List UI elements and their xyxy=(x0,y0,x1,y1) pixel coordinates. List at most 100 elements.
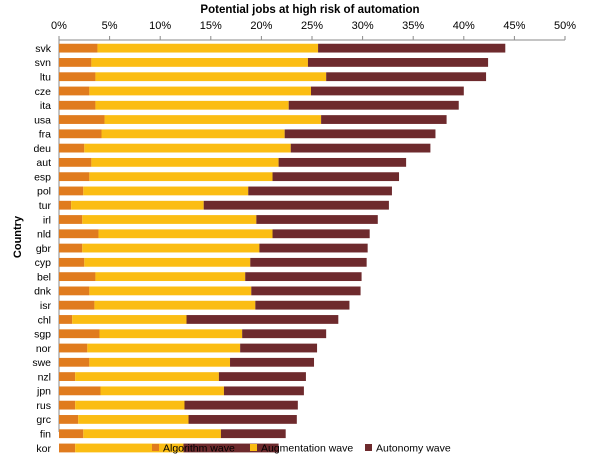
bar-segment-augmentation-wave xyxy=(72,315,187,324)
bar-segment-autonomy-wave xyxy=(259,243,368,253)
bar-segment-autonomy-wave xyxy=(318,43,506,53)
bar-segment-augmentation-wave xyxy=(99,329,243,339)
bar-segment-augmentation-wave xyxy=(71,200,204,210)
bar-segment-autonomy-wave xyxy=(230,357,315,367)
bar-segment-autonomy-wave xyxy=(326,72,487,82)
bar-segment-algorithm-wave xyxy=(59,200,72,210)
legend-label: Autonomy wave xyxy=(376,443,451,455)
bar-segment-algorithm-wave xyxy=(59,415,79,424)
category-label: tur xyxy=(39,200,52,212)
bar-segment-algorithm-wave xyxy=(59,100,96,110)
bar-segment-autonomy-wave xyxy=(188,415,297,424)
legend-swatch xyxy=(250,444,257,451)
bar-segment-augmentation-wave xyxy=(95,72,327,82)
bar-segment-autonomy-wave xyxy=(272,172,400,182)
bar-segment-algorithm-wave xyxy=(59,157,92,167)
bar-segment-algorithm-wave xyxy=(59,43,98,53)
x-tick-label: 45% xyxy=(503,20,525,32)
bar-segment-augmentation-wave xyxy=(95,100,289,110)
x-tick-label: 0% xyxy=(51,20,67,32)
bar-segment-algorithm-wave xyxy=(59,215,83,224)
bar-segment-augmentation-wave xyxy=(101,129,285,139)
bar-segment-augmentation-wave xyxy=(87,343,241,353)
legend: Algorithm wave Augmentation wave Autonomy … xyxy=(152,443,451,455)
x-tick-label: 35% xyxy=(402,20,424,32)
bar-segment-augmentation-wave xyxy=(95,272,246,282)
x-tick-label: 25% xyxy=(301,20,323,32)
bar-segment-algorithm-wave xyxy=(59,172,90,182)
bar-segment-algorithm-wave xyxy=(59,386,101,396)
bar-segment-augmentation-wave xyxy=(84,143,291,153)
bar-segment-augmentation-wave xyxy=(83,186,249,196)
bar-segment-algorithm-wave xyxy=(59,372,76,381)
bar-segment-augmentation-wave xyxy=(75,372,219,381)
bar-segment-augmentation-wave xyxy=(91,58,308,67)
bar-segment-augmentation-wave xyxy=(100,386,224,396)
bar-segment-algorithm-wave xyxy=(59,272,96,282)
bar-segment-autonomy-wave xyxy=(223,386,304,396)
category-label: pol xyxy=(37,186,51,198)
category-label: sgp xyxy=(34,329,51,341)
bar-segment-autonomy-wave xyxy=(220,429,286,439)
bar-segment-augmentation-wave xyxy=(82,215,257,224)
legend-swatch xyxy=(152,444,159,451)
y-axis-label: Country xyxy=(12,215,24,258)
category-label: ita xyxy=(40,100,51,112)
bar-segment-augmentation-wave xyxy=(83,429,221,439)
bar-segment-autonomy-wave xyxy=(242,329,327,339)
bar-segment-autonomy-wave xyxy=(278,157,407,167)
category-label: cze xyxy=(35,86,52,98)
category-label: fin xyxy=(40,429,51,441)
bar-segment-autonomy-wave xyxy=(183,443,279,453)
category-label: isr xyxy=(40,300,52,312)
x-tick-label: 5% xyxy=(102,20,118,32)
x-axis: 0% 5% 10% 15% 20% 25% 30% 35% 40% 45% 50% xyxy=(51,20,576,432)
bars xyxy=(59,43,506,453)
bar-segment-autonomy-wave xyxy=(284,129,436,139)
category-label: swe xyxy=(32,357,51,369)
bar-segment-autonomy-wave xyxy=(186,315,339,324)
bar-segment-algorithm-wave xyxy=(59,315,73,324)
x-tick-label: 15% xyxy=(200,20,222,32)
bar-segment-algorithm-wave xyxy=(59,357,90,367)
category-label: svk xyxy=(35,43,52,55)
bar-segment-autonomy-wave xyxy=(321,115,447,124)
bar-segment-autonomy-wave xyxy=(203,200,389,210)
bar-segment-algorithm-wave xyxy=(59,186,84,196)
bar-segment-augmentation-wave xyxy=(98,229,273,239)
bar-segment-augmentation-wave xyxy=(84,257,251,267)
bar-segment-autonomy-wave xyxy=(184,400,298,410)
bar-segment-autonomy-wave xyxy=(245,272,362,282)
x-tick-label: 50% xyxy=(554,20,576,32)
category-label: irl xyxy=(43,214,51,226)
bar-segment-autonomy-wave xyxy=(248,186,392,196)
legend-label: Algorithm wave xyxy=(163,443,235,455)
y-axis-categories: svk svn ltu cze ita usa fra deu aut esp pol tur irl n… xyxy=(32,43,51,455)
bar-segment-augmentation-wave xyxy=(89,86,311,96)
category-label: gbr xyxy=(36,243,52,255)
category-label: nzl xyxy=(38,371,51,383)
bar-segment-augmentation-wave xyxy=(91,157,279,167)
bar-segment-algorithm-wave xyxy=(59,72,96,82)
category-label: jpn xyxy=(36,386,51,398)
category-label: usa xyxy=(34,114,51,126)
bar-segment-autonomy-wave xyxy=(240,343,318,353)
category-label: aut xyxy=(36,157,51,169)
bar-segment-algorithm-wave xyxy=(59,329,100,339)
bar-segment-algorithm-wave xyxy=(59,58,92,67)
bar-segment-augmentation-wave xyxy=(78,415,189,424)
bar-segment-augmentation-wave xyxy=(89,357,231,367)
bar-segment-autonomy-wave xyxy=(255,300,350,310)
legend-swatch xyxy=(365,444,372,451)
bar-segment-algorithm-wave xyxy=(59,229,99,239)
category-label: chl xyxy=(38,314,51,326)
x-tick-label: 10% xyxy=(149,20,171,32)
bar-segment-algorithm-wave xyxy=(59,343,88,353)
category-label: esp xyxy=(34,171,51,183)
bar-segment-autonomy-wave xyxy=(307,58,489,67)
bar-segment-algorithm-wave xyxy=(59,129,102,139)
chart-title: Potential jobs at high risk of automatio… xyxy=(200,4,419,16)
bar-segment-augmentation-wave xyxy=(75,443,184,453)
